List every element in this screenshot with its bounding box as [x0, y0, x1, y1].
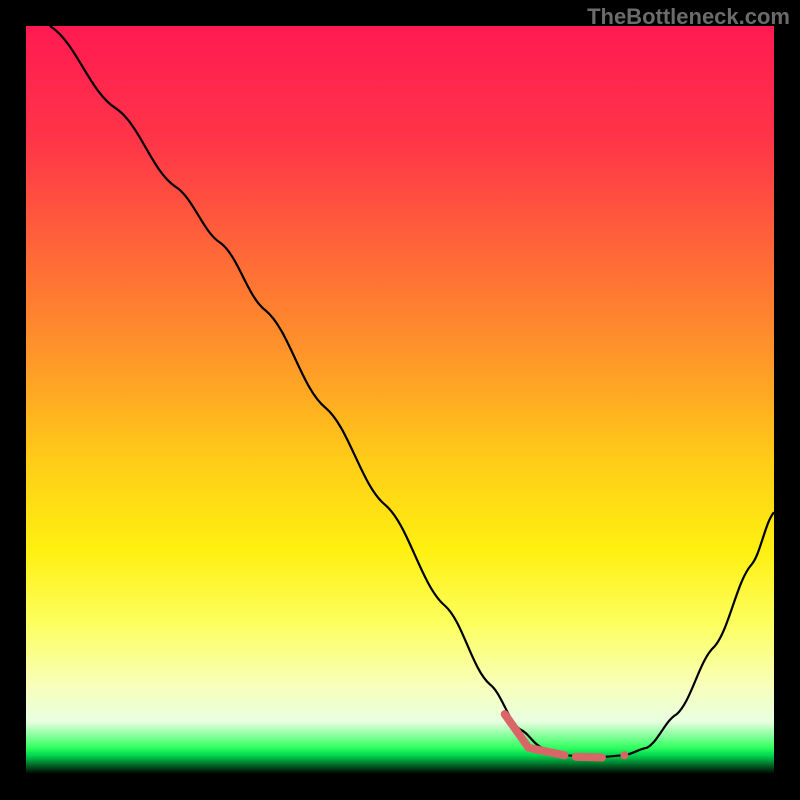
- chart-container: [26, 26, 774, 774]
- highlight-markers: [505, 714, 629, 759]
- watermark-text: TheBottleneck.com: [587, 4, 790, 30]
- chart-curve: [26, 26, 774, 774]
- curve-line: [50, 26, 774, 758]
